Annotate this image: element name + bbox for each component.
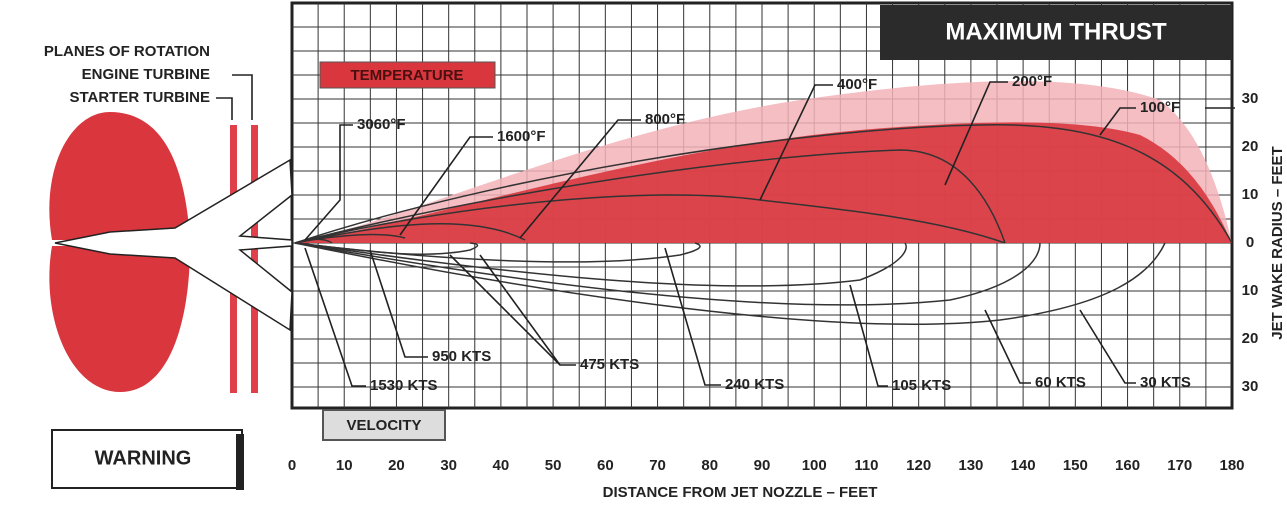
x-tick-label: 140 (1011, 457, 1036, 474)
leader (664, 247, 721, 386)
x-tick-label: 120 (906, 457, 931, 474)
y-tick-label: 20 (1242, 330, 1259, 347)
y-tick-label: 30 (1242, 378, 1259, 395)
x-tick-label: 70 (649, 457, 666, 474)
velocity-key (322, 409, 446, 441)
leader (759, 84, 833, 201)
y-tick-label: 30 (1242, 90, 1259, 107)
y-tick-label: 10 (1242, 282, 1259, 299)
temperature-label: 400°F (837, 76, 877, 93)
warning-box (51, 429, 243, 489)
starter-turbine-plane (251, 125, 258, 393)
velocity-key-label: VELOCITY (346, 417, 421, 434)
contour (294, 149, 1006, 244)
warning-shadow (236, 434, 244, 490)
x-tick-label: 130 (958, 457, 983, 474)
temperature-label: 1600°F (497, 128, 546, 145)
x-tick-label: 30 (440, 457, 457, 474)
leader (519, 119, 641, 239)
x-tick-label: 10 (336, 457, 353, 474)
velocity-label: 475 KTS (580, 356, 639, 373)
y-axis-label: JET WAKE RADIUS – FEET (1269, 146, 1286, 339)
warning: WARNING (95, 447, 192, 469)
planes-label: PLANES OF ROTATION (44, 43, 210, 60)
title: MAXIMUM THRUST (945, 18, 1167, 45)
x-tick-label: 150 (1063, 457, 1088, 474)
velocity-label: 1530 KTS (370, 377, 438, 394)
leader (304, 124, 353, 241)
velocity-label: 950 KTS (432, 348, 491, 365)
fan-upper (49, 112, 191, 240)
leader (849, 284, 888, 387)
temperature-key-label: TEMPERATURE (350, 67, 463, 84)
contour (294, 223, 526, 244)
leader (1099, 107, 1136, 136)
y-tick-label: 10 (1242, 186, 1259, 203)
velocity-label: 105 KTS (892, 377, 951, 394)
contour (294, 242, 1166, 325)
y-tick-label: 20 (1242, 138, 1259, 155)
leader (304, 247, 366, 387)
x-tick-label: 50 (545, 457, 562, 474)
x-tick-label: 0 (288, 457, 296, 474)
contour (294, 242, 1041, 306)
x-tick-label: 60 (597, 457, 614, 474)
x-tick-label: 180 (1219, 457, 1244, 474)
contour (294, 242, 701, 263)
aircraft (54, 158, 293, 332)
temperature-label: 3060°F (357, 116, 406, 133)
x-axis-label: DISTANCE FROM JET NOZZLE – FEET (603, 484, 878, 501)
leader (984, 309, 1031, 384)
leader (1079, 309, 1136, 384)
x-tick-label: 20 (388, 457, 405, 474)
velocity-label: 240 KTS (725, 376, 784, 393)
x-tick-label: 110 (854, 457, 878, 474)
x-tick-label: 170 (1167, 457, 1192, 474)
leader (216, 97, 233, 120)
velocity-label: 30 KTS (1140, 374, 1191, 391)
y-tick-label: 0 (1246, 234, 1254, 251)
temperature-label: 800°F (645, 111, 685, 128)
leader (369, 249, 428, 358)
temperature-key (319, 61, 496, 89)
x-tick-label: 80 (701, 457, 718, 474)
leader (232, 74, 253, 120)
title-box (880, 5, 1232, 60)
temperature-label: 100°F (1140, 99, 1180, 116)
x-tick-label: 100 (802, 457, 827, 474)
temperature-label: 200°F (1012, 73, 1052, 90)
planes-label: STARTER TURBINE (69, 89, 210, 106)
velocity-label: 60 KTS (1035, 374, 1086, 391)
x-tick-label: 40 (493, 457, 510, 474)
leader (449, 254, 576, 366)
leader (399, 136, 493, 236)
leader (944, 81, 1008, 186)
contour (294, 242, 907, 287)
fan-lower (49, 246, 190, 392)
contour (294, 124, 1233, 244)
temp-region-200 (295, 122, 1232, 243)
x-tick-label: 160 (1115, 457, 1140, 474)
x-tick-label: 90 (754, 457, 771, 474)
planes-label: ENGINE TURBINE (82, 66, 210, 83)
contour (294, 194, 1006, 244)
